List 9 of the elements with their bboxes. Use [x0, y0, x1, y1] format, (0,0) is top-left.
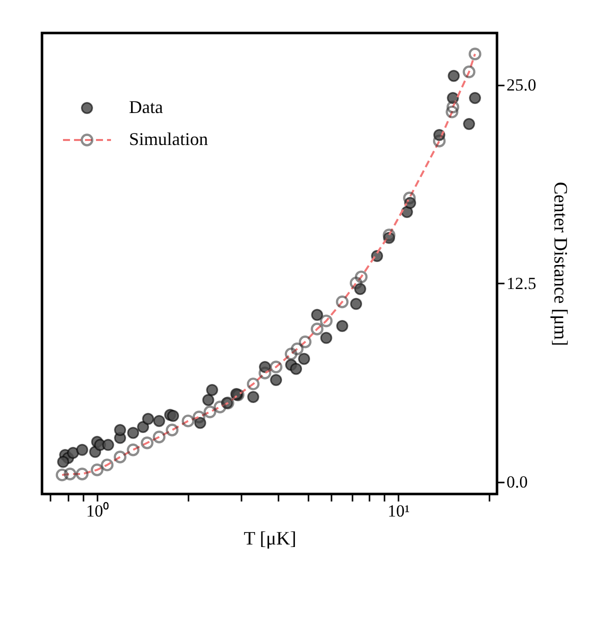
x-axis-title: T [μK]: [244, 528, 296, 550]
x-tick-label: 10¹: [388, 502, 410, 520]
y-axis-title: Center Distance [μm]: [549, 182, 570, 346]
legend-label: Simulation: [129, 129, 208, 149]
x-tick-label: 10⁰: [86, 502, 110, 520]
y-tick-label: 0.0: [506, 472, 528, 492]
y-tick-label: 12.5: [506, 274, 536, 293]
y-tick-label: 25.0: [506, 75, 536, 94]
legend-label: Data: [129, 97, 163, 117]
